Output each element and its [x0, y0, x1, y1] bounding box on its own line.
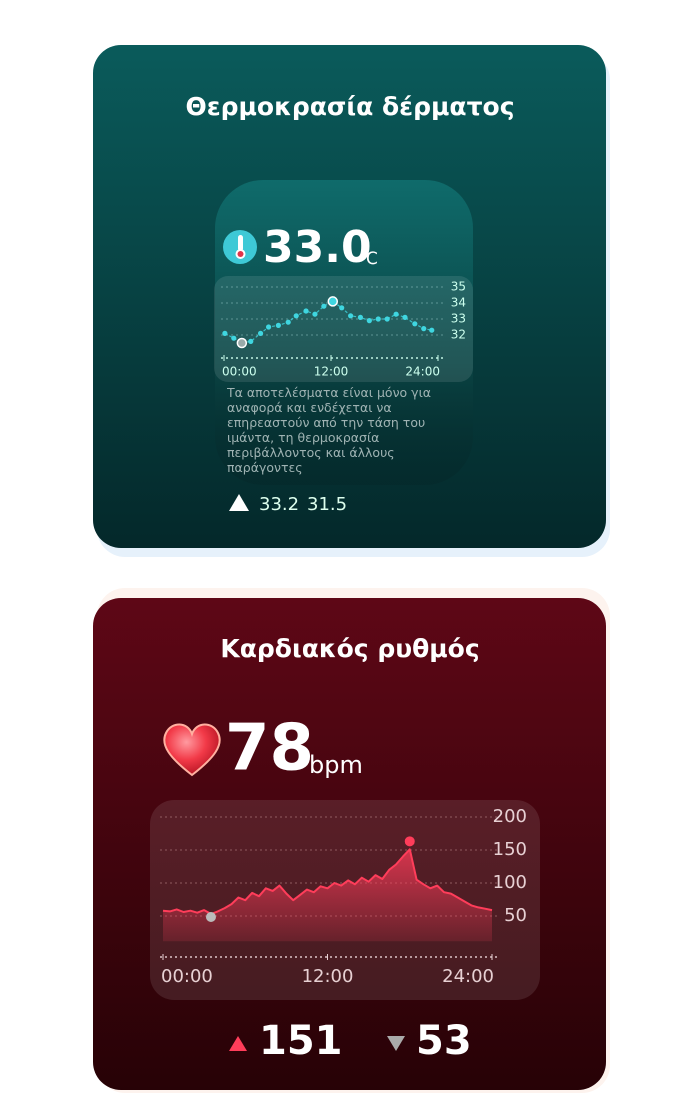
- x-tick-label: 12:00: [314, 365, 349, 379]
- x-tick-label: 24:00: [405, 365, 440, 379]
- data-line: [162, 848, 493, 915]
- data-point: [375, 316, 381, 322]
- card-title: Καρδιακός ρυθμός: [220, 634, 479, 663]
- note-box: Τα αποτελέσματα είναι μόνο για αναφορά κ…: [227, 385, 432, 475]
- data-point: [402, 314, 408, 320]
- min-arrow: [387, 1036, 405, 1051]
- max-value: 33.2: [259, 494, 299, 515]
- note: Τα αποτελέσματα είναι μόνο για αναφορά κ…: [227, 385, 432, 475]
- x-tick-label: 00:00: [161, 966, 213, 987]
- data-point: [303, 308, 309, 314]
- data-point: [293, 313, 299, 319]
- max-marker: [327, 296, 339, 307]
- reading-unit: bpm: [309, 751, 363, 779]
- data-point: [357, 314, 364, 320]
- data-point: [384, 316, 390, 322]
- thermometer-icon: [238, 235, 243, 251]
- min-value: 31.5: [307, 494, 347, 515]
- y-tick-label: 33: [451, 312, 466, 326]
- x-tick-label: 12:00: [302, 966, 354, 987]
- min-value: 53: [416, 1018, 472, 1064]
- max-value: 151: [259, 1018, 343, 1064]
- data-point: [393, 311, 399, 317]
- data-area: [163, 849, 492, 942]
- y-tick-label: 150: [493, 839, 527, 860]
- y-tick-label: 35: [451, 280, 466, 294]
- data-point: [366, 318, 372, 324]
- reading-value: 78: [225, 712, 314, 786]
- data-point: [421, 326, 427, 332]
- card: [93, 598, 606, 1090]
- data-point: [275, 322, 281, 328]
- data-point: [348, 313, 354, 319]
- thermometer-icon: [237, 251, 244, 257]
- watch-face: [215, 180, 473, 485]
- y-tick-label: 32: [451, 328, 466, 342]
- min-marker: [236, 337, 248, 349]
- max-arrow: [229, 494, 249, 511]
- data-point: [339, 305, 345, 311]
- data-point: [312, 311, 318, 317]
- data-point: [429, 327, 435, 333]
- data-point: [285, 319, 291, 325]
- reading-unit: ℃: [359, 249, 378, 269]
- x-tick-label: 24:00: [442, 966, 494, 987]
- max-arrow: [229, 1036, 247, 1051]
- reading-value: 33.0: [263, 222, 372, 273]
- min-marker: [205, 912, 216, 923]
- y-tick-label: 50: [504, 905, 527, 926]
- max-marker: [404, 836, 415, 847]
- data-point: [248, 338, 254, 344]
- data-point: [321, 303, 327, 309]
- y-tick-label: 200: [493, 806, 527, 827]
- data-point: [412, 321, 418, 327]
- card-title: Θερμοκρασία δέρματος: [185, 92, 514, 121]
- y-tick-label: 34: [451, 296, 466, 310]
- data-point: [222, 330, 228, 336]
- data-point: [265, 324, 272, 330]
- chart-panel: [214, 276, 473, 382]
- y-tick-label: 100: [493, 872, 527, 893]
- x-tick-label: 00:00: [222, 365, 257, 379]
- heart-icon: [163, 723, 221, 777]
- data-point: [257, 330, 264, 336]
- data-point: [231, 335, 237, 341]
